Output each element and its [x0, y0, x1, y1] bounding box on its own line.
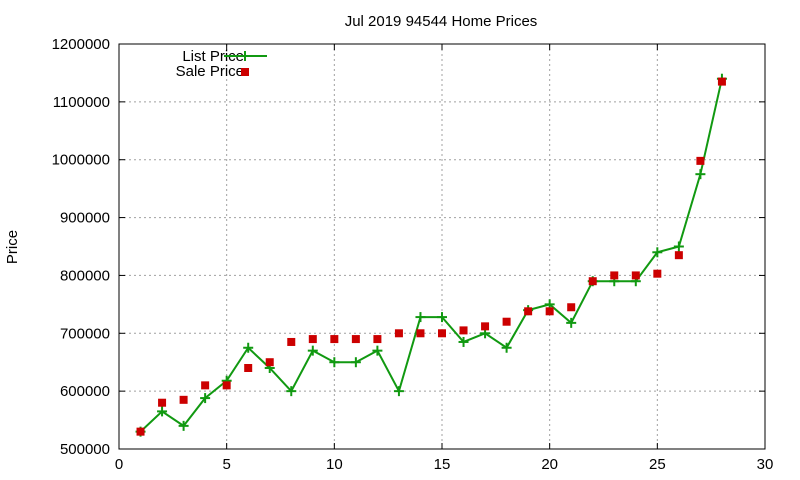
legend: List Price Sale Price [176, 48, 267, 80]
y-tick-label: 900000 [60, 210, 110, 227]
data-point [307, 345, 318, 356]
data-point [286, 386, 297, 397]
data-point [243, 342, 254, 353]
legend-label-list-price: List Price [182, 48, 244, 65]
data-point [481, 322, 490, 331]
legend-marker-sale-price [241, 68, 249, 76]
data-point [308, 335, 317, 344]
x-axis-ticks: 0 5 10 15 20 25 30 [115, 44, 774, 473]
y-axis-label: Price [4, 230, 21, 264]
data-point [652, 247, 663, 258]
data-point [330, 335, 339, 344]
data-point [351, 335, 360, 344]
y-tick-label: 1000000 [52, 152, 110, 169]
y-axis-ticks: 500000 600000 700000 800000 900000 1000000 110… [52, 36, 765, 458]
data-point [673, 241, 684, 252]
x-tick-label: 5 [222, 456, 230, 473]
data-point [631, 271, 640, 280]
y-tick-label: 1100000 [53, 94, 110, 111]
series-line [139, 78, 723, 433]
data-point [567, 303, 576, 312]
data-point [566, 317, 577, 328]
data-point [244, 364, 253, 372]
data-point [393, 386, 404, 397]
data-point [178, 420, 189, 431]
data-point [416, 329, 425, 338]
series-1 [136, 77, 726, 436]
data-point [501, 342, 512, 353]
data-point [458, 336, 469, 347]
data-point [610, 271, 619, 280]
data-point [265, 358, 274, 367]
x-tick-label: 0 [115, 456, 123, 473]
data-point [372, 345, 383, 356]
legend-marker-list-price [240, 51, 250, 61]
x-tick-label: 10 [326, 456, 343, 473]
data-point [157, 406, 168, 417]
x-tick-label: 30 [757, 456, 774, 473]
data-point [201, 381, 210, 390]
data-series [135, 73, 727, 437]
legend-marks [224, 51, 267, 76]
x-tick-label: 20 [541, 456, 558, 473]
x-tick-label: 15 [434, 456, 451, 473]
data-point [329, 357, 340, 368]
data-point [415, 312, 426, 323]
data-point [545, 307, 554, 316]
data-point [394, 329, 403, 338]
data-point [222, 381, 231, 390]
data-point [695, 169, 706, 180]
data-point [696, 156, 705, 165]
data-point [287, 337, 296, 346]
data-point [502, 317, 511, 326]
y-tick-label: 600000 [60, 383, 110, 400]
data-point [674, 251, 683, 260]
legend-label-sale-price: Sale Price [176, 63, 244, 80]
data-point [179, 395, 188, 404]
chart-title: Jul 2019 94544 Home Prices [345, 13, 538, 30]
y-tick-label: 1200000 [52, 36, 110, 53]
data-point [158, 398, 167, 407]
data-point [136, 427, 145, 436]
data-point [459, 326, 468, 335]
data-point [350, 357, 361, 368]
y-tick-label: 700000 [60, 325, 110, 342]
x-tick-label: 25 [649, 456, 666, 473]
data-point [524, 307, 533, 316]
data-point [653, 269, 662, 278]
data-point [200, 393, 211, 404]
y-tick-label: 500000 [60, 441, 110, 458]
data-point [717, 77, 726, 86]
data-point [438, 329, 446, 338]
data-point [588, 277, 597, 286]
data-point [373, 335, 382, 344]
y-tick-label: 800000 [60, 267, 110, 284]
data-point [437, 312, 447, 323]
